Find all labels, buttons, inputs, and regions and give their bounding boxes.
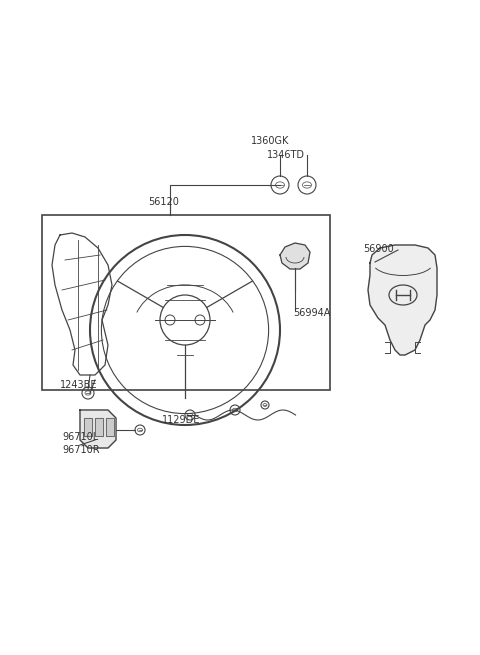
- Polygon shape: [368, 245, 437, 355]
- Text: 1129DE: 1129DE: [162, 415, 200, 425]
- Bar: [106, 418, 114, 436]
- Text: 1243BE: 1243BE: [60, 380, 97, 390]
- Text: 1360GK: 1360GK: [251, 136, 289, 146]
- Bar: [106, 418, 114, 436]
- Text: 96710R: 96710R: [62, 445, 100, 455]
- Text: 56994A: 56994A: [293, 308, 330, 318]
- Bar: [84, 418, 92, 436]
- Polygon shape: [280, 243, 310, 269]
- Text: 96710L: 96710L: [62, 432, 98, 442]
- Bar: [42, 215, 330, 390]
- Text: 56120: 56120: [148, 197, 179, 207]
- Text: 56900: 56900: [363, 244, 394, 254]
- Polygon shape: [80, 410, 116, 448]
- Bar: [95, 418, 103, 436]
- Bar: [95, 418, 103, 436]
- Text: 1346TD: 1346TD: [267, 150, 305, 160]
- Bar: [84, 418, 92, 436]
